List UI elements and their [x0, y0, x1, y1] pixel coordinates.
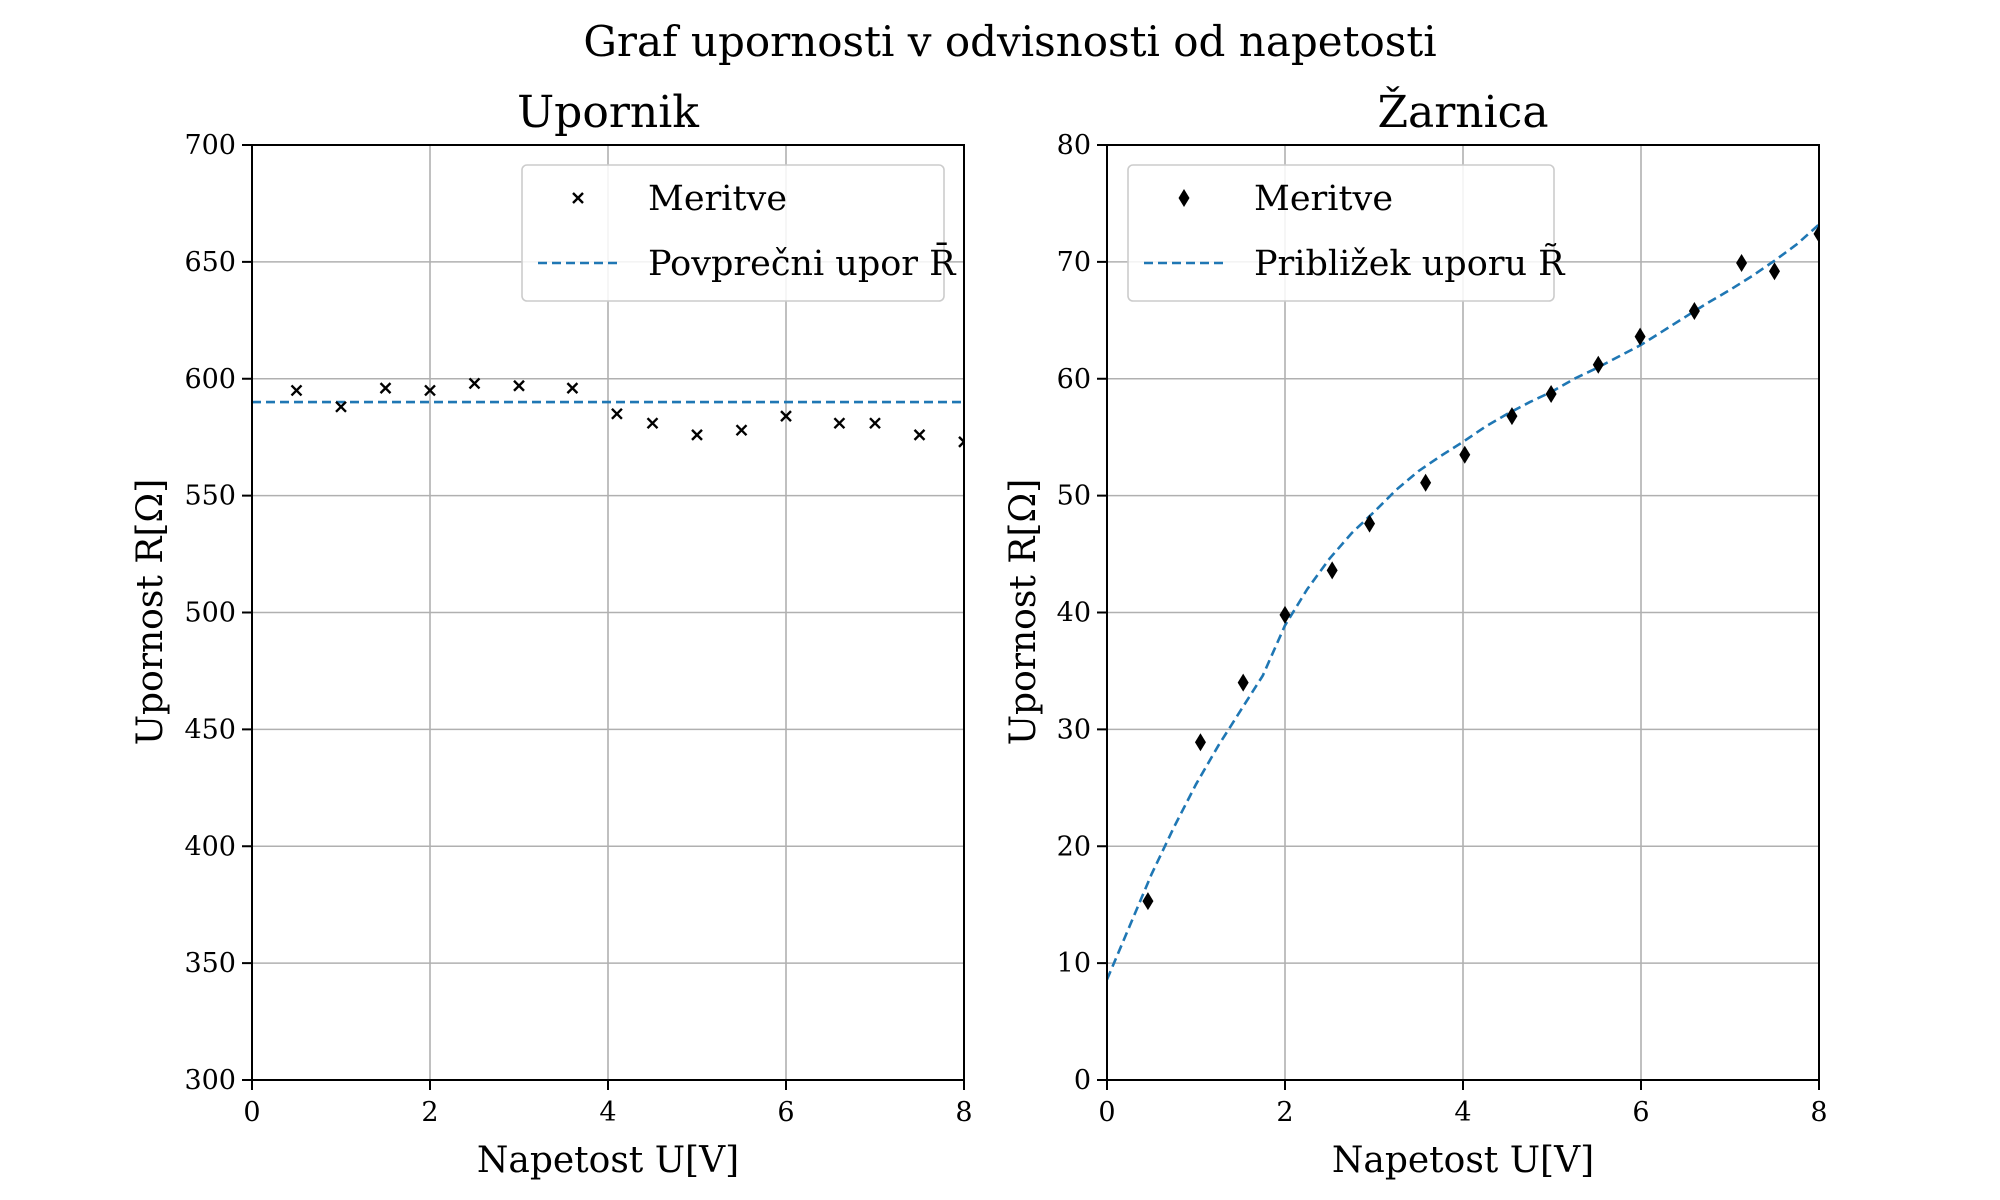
upornik-y-axis-label: Upornost R[Ω] [130, 479, 171, 746]
zarnica-data-point [1813, 224, 1819, 243]
zarnica-data-point [1326, 561, 1338, 580]
zarnica-legend-label: Približek uporu R̃ [1254, 243, 1566, 284]
zarnica-x-tick-label: 4 [1454, 1097, 1471, 1128]
upornik-x-tick-label: 0 [243, 1097, 260, 1128]
upornik-data-point [869, 417, 881, 430]
upornik-data-point [611, 407, 623, 420]
upornik-panel: Upornik 0 2 4 6 8 300 350 400 450 500 550 600 650 700… [130, 87, 973, 1181]
zarnica-y-tick-label: 40 [1057, 598, 1091, 629]
upornik-x-tick-label: 8 [955, 1097, 972, 1128]
zarnica-data-point [1769, 262, 1780, 281]
zarnica-fit-line [1107, 223, 1819, 981]
zarnica-series [1107, 223, 1819, 981]
upornik-series [252, 377, 964, 448]
zarnica-data-point [1506, 407, 1518, 426]
upornik-data-point [424, 384, 436, 397]
upornik-y-tick-label: 700 [184, 130, 236, 161]
upornik-x-tick-label: 2 [421, 1097, 438, 1128]
upornik-data-point [691, 429, 703, 441]
upornik-y-tick-label: 400 [184, 831, 236, 862]
zarnica-y-tick-label: 30 [1057, 714, 1091, 745]
zarnica-data-point [1420, 473, 1432, 492]
zarnica-x-tick-label: 2 [1276, 1097, 1293, 1128]
upornik-x-tick-label: 4 [599, 1097, 616, 1128]
upornik-y-tick-label: 500 [184, 598, 236, 629]
upornik-data-point [335, 400, 347, 413]
zarnica-data-point [1279, 605, 1291, 624]
zarnica-legend-box [1127, 164, 1555, 302]
zarnica-data-point [1142, 892, 1154, 911]
upornik-data-point [566, 382, 579, 394]
upornik-legend-marker [572, 192, 584, 204]
upornik-y-tick-label: 650 [184, 247, 236, 278]
zarnica-data-point [1459, 445, 1471, 464]
zarnica-y-tick-label: 0 [1074, 1065, 1091, 1096]
zarnica-data-point [1736, 254, 1748, 273]
zarnica-y-tick-label: 80 [1057, 130, 1091, 161]
upornik-x-tick-label: 6 [777, 1097, 794, 1128]
zarnica-data-point [1237, 673, 1249, 692]
zarnica-y-tick-label: 10 [1057, 948, 1091, 979]
zarnica-data-point [1688, 301, 1700, 320]
upornik-data-point [958, 436, 964, 448]
upornik-data-point [379, 382, 392, 394]
zarnica-y-tick-label: 60 [1057, 364, 1091, 395]
upornik-data-point [833, 417, 846, 430]
upornik-data-point [468, 377, 481, 390]
zarnica-y-tick-label: 20 [1057, 831, 1091, 862]
upornik-y-tick-label: 450 [184, 714, 236, 745]
zarnica-legend-marker [1178, 189, 1190, 207]
upornik-legend-box [521, 164, 945, 302]
figure-title: Graf upornosti v odvisnosti od napetosti [583, 17, 1436, 66]
upornik-data-point [735, 424, 748, 437]
zarnica-title: Žarnica [1377, 85, 1548, 138]
zarnica-data-point [1545, 384, 1557, 403]
zarnica-x-tick-label: 6 [1632, 1097, 1649, 1128]
zarnica-data-point [1634, 327, 1646, 346]
upornik-title: Upornik [517, 87, 699, 138]
upornik-y-tick-label: 550 [184, 481, 236, 512]
upornik-ticks: 0 2 4 6 8 300 350 400 450 500 550 600 650 700 [184, 130, 972, 1128]
upornik-x-axis-label: Napetost U[V] [477, 1140, 739, 1181]
zarnica-y-axis-label: Upornost R[Ω] [1003, 479, 1044, 746]
zarnica-x-tick-label: 0 [1098, 1097, 1115, 1128]
upornik-data-point [513, 379, 525, 392]
zarnica-y-tick-label: 70 [1057, 247, 1091, 278]
upornik-legend: Meritve Povprečni upor R̄ [521, 164, 957, 302]
upornik-legend-label: Povprečni upor R̄ [648, 242, 957, 284]
zarnica-y-tick-label: 50 [1057, 481, 1091, 512]
upornik-data-point [780, 410, 792, 422]
upornik-data-point [913, 429, 926, 441]
upornik-legend-label: Meritve [648, 179, 787, 219]
zarnica-data-point [1364, 514, 1376, 533]
upornik-y-tick-label: 600 [184, 364, 236, 395]
zarnica-data-point [1194, 733, 1206, 752]
zarnica-x-axis-label: Napetost U[V] [1332, 1140, 1594, 1181]
zarnica-legend: Meritve Približek uporu R̃ [1127, 164, 1566, 302]
upornik-data-point [646, 417, 659, 430]
upornik-data-point [290, 384, 303, 397]
upornik-y-tick-label: 300 [184, 1065, 236, 1096]
zarnica-data-point [1592, 355, 1604, 374]
zarnica-x-tick-label: 8 [1810, 1097, 1827, 1128]
upornik-y-tick-label: 350 [184, 948, 236, 979]
zarnica-legend-label: Meritve [1254, 179, 1393, 219]
